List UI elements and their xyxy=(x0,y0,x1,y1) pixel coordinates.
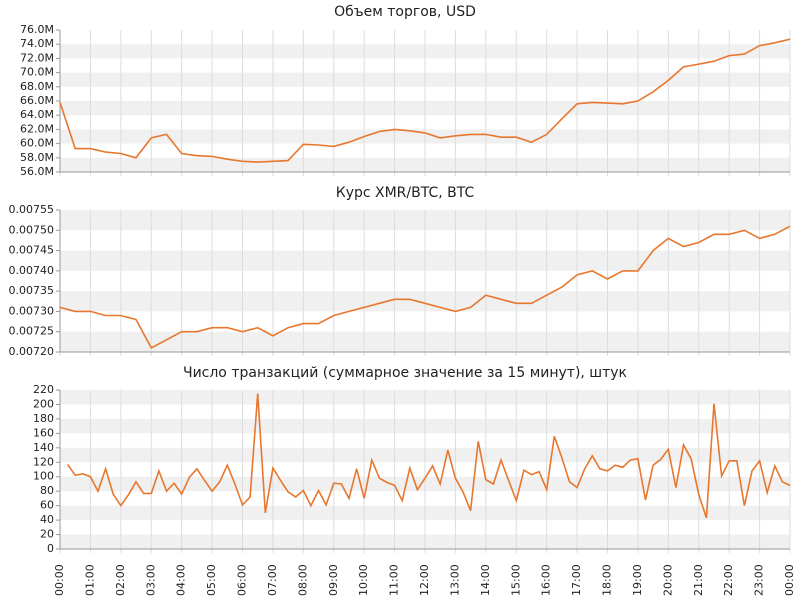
y-tick-label: 0 xyxy=(47,542,54,555)
x-tick-label: 15:00 xyxy=(509,564,522,596)
x-tick-label: 06:00 xyxy=(236,564,249,596)
y-tick-label: 0.00740 xyxy=(9,264,55,277)
y-tick-label: 68.0M xyxy=(20,80,54,93)
y-tick-label: 0.00745 xyxy=(9,244,55,257)
x-tick-label: 00:00 xyxy=(783,564,796,596)
y-tick-label: 62.0M xyxy=(20,122,54,135)
y-tick-label: 56.0M xyxy=(20,165,54,178)
x-tick-label: 03:00 xyxy=(144,564,157,596)
x-tick-label: 13:00 xyxy=(448,564,461,596)
y-tick-label: 80 xyxy=(40,484,54,497)
data-line xyxy=(59,225,791,349)
x-tick-label: 00:00 xyxy=(53,564,66,596)
y-tick-label: 0.00735 xyxy=(9,284,55,297)
y-tick-label: 100 xyxy=(33,470,54,483)
x-tick-label: 20:00 xyxy=(661,564,674,596)
y-tick-label: 40 xyxy=(40,513,54,526)
chart-title: Курс XMR/BTC, BTC xyxy=(336,185,475,201)
y-tick-label: 60.0M xyxy=(20,137,54,150)
x-tick-label: 05:00 xyxy=(205,564,218,596)
x-tick-label: 18:00 xyxy=(601,564,614,596)
y-tick-label: 74.0M xyxy=(20,37,54,50)
x-tick-label: 01:00 xyxy=(83,564,96,596)
x-tick-label: 08:00 xyxy=(296,564,309,596)
y-tick-label: 0.00720 xyxy=(9,345,55,358)
y-tick-label: 0.00750 xyxy=(9,223,55,236)
x-tick-label: 21:00 xyxy=(692,564,705,596)
y-tick-label: 200 xyxy=(33,397,54,410)
x-tick-label: 02:00 xyxy=(114,564,127,596)
y-tick-label: 140 xyxy=(33,441,54,454)
x-tick-label: 09:00 xyxy=(327,564,340,596)
data-line xyxy=(66,393,791,519)
chart-title: Число транзакций (суммарное значение за … xyxy=(183,365,627,381)
y-tick-label: 0.00725 xyxy=(9,325,55,338)
chart-title: Объем торгов, USD xyxy=(334,4,476,20)
y-tick-label: 120 xyxy=(33,455,54,468)
y-tick-label: 60 xyxy=(40,499,54,512)
x-tick-label: 04:00 xyxy=(175,564,188,596)
y-tick-label: 76.0M xyxy=(20,23,54,36)
x-tick-label: 22:00 xyxy=(722,564,735,596)
y-tick-label: 160 xyxy=(33,426,54,439)
x-tick-label: 19:00 xyxy=(631,564,644,596)
y-tick-label: 180 xyxy=(33,412,54,425)
x-tick-label: 11:00 xyxy=(388,564,401,596)
x-tick-label: 14:00 xyxy=(479,564,492,596)
y-tick-label: 0.00755 xyxy=(9,203,55,216)
y-tick-label: 58.0M xyxy=(20,151,54,164)
data-line xyxy=(59,38,791,163)
x-tick-label: 16:00 xyxy=(540,564,553,596)
y-tick-label: 0.00730 xyxy=(9,304,55,317)
x-tick-label: 17:00 xyxy=(570,564,583,596)
x-tick-label: 23:00 xyxy=(753,564,766,596)
y-tick-label: 66.0M xyxy=(20,94,54,107)
x-tick-label: 10:00 xyxy=(357,564,370,596)
y-tick-label: 72.0M xyxy=(20,51,54,64)
y-tick-label: 20 xyxy=(40,528,54,541)
x-tick-label: 12:00 xyxy=(418,564,431,596)
x-tick-label: 07:00 xyxy=(266,564,279,596)
y-tick-label: 64.0M xyxy=(20,108,54,121)
y-tick-label: 70.0M xyxy=(20,66,54,79)
y-tick-label: 220 xyxy=(33,383,54,396)
